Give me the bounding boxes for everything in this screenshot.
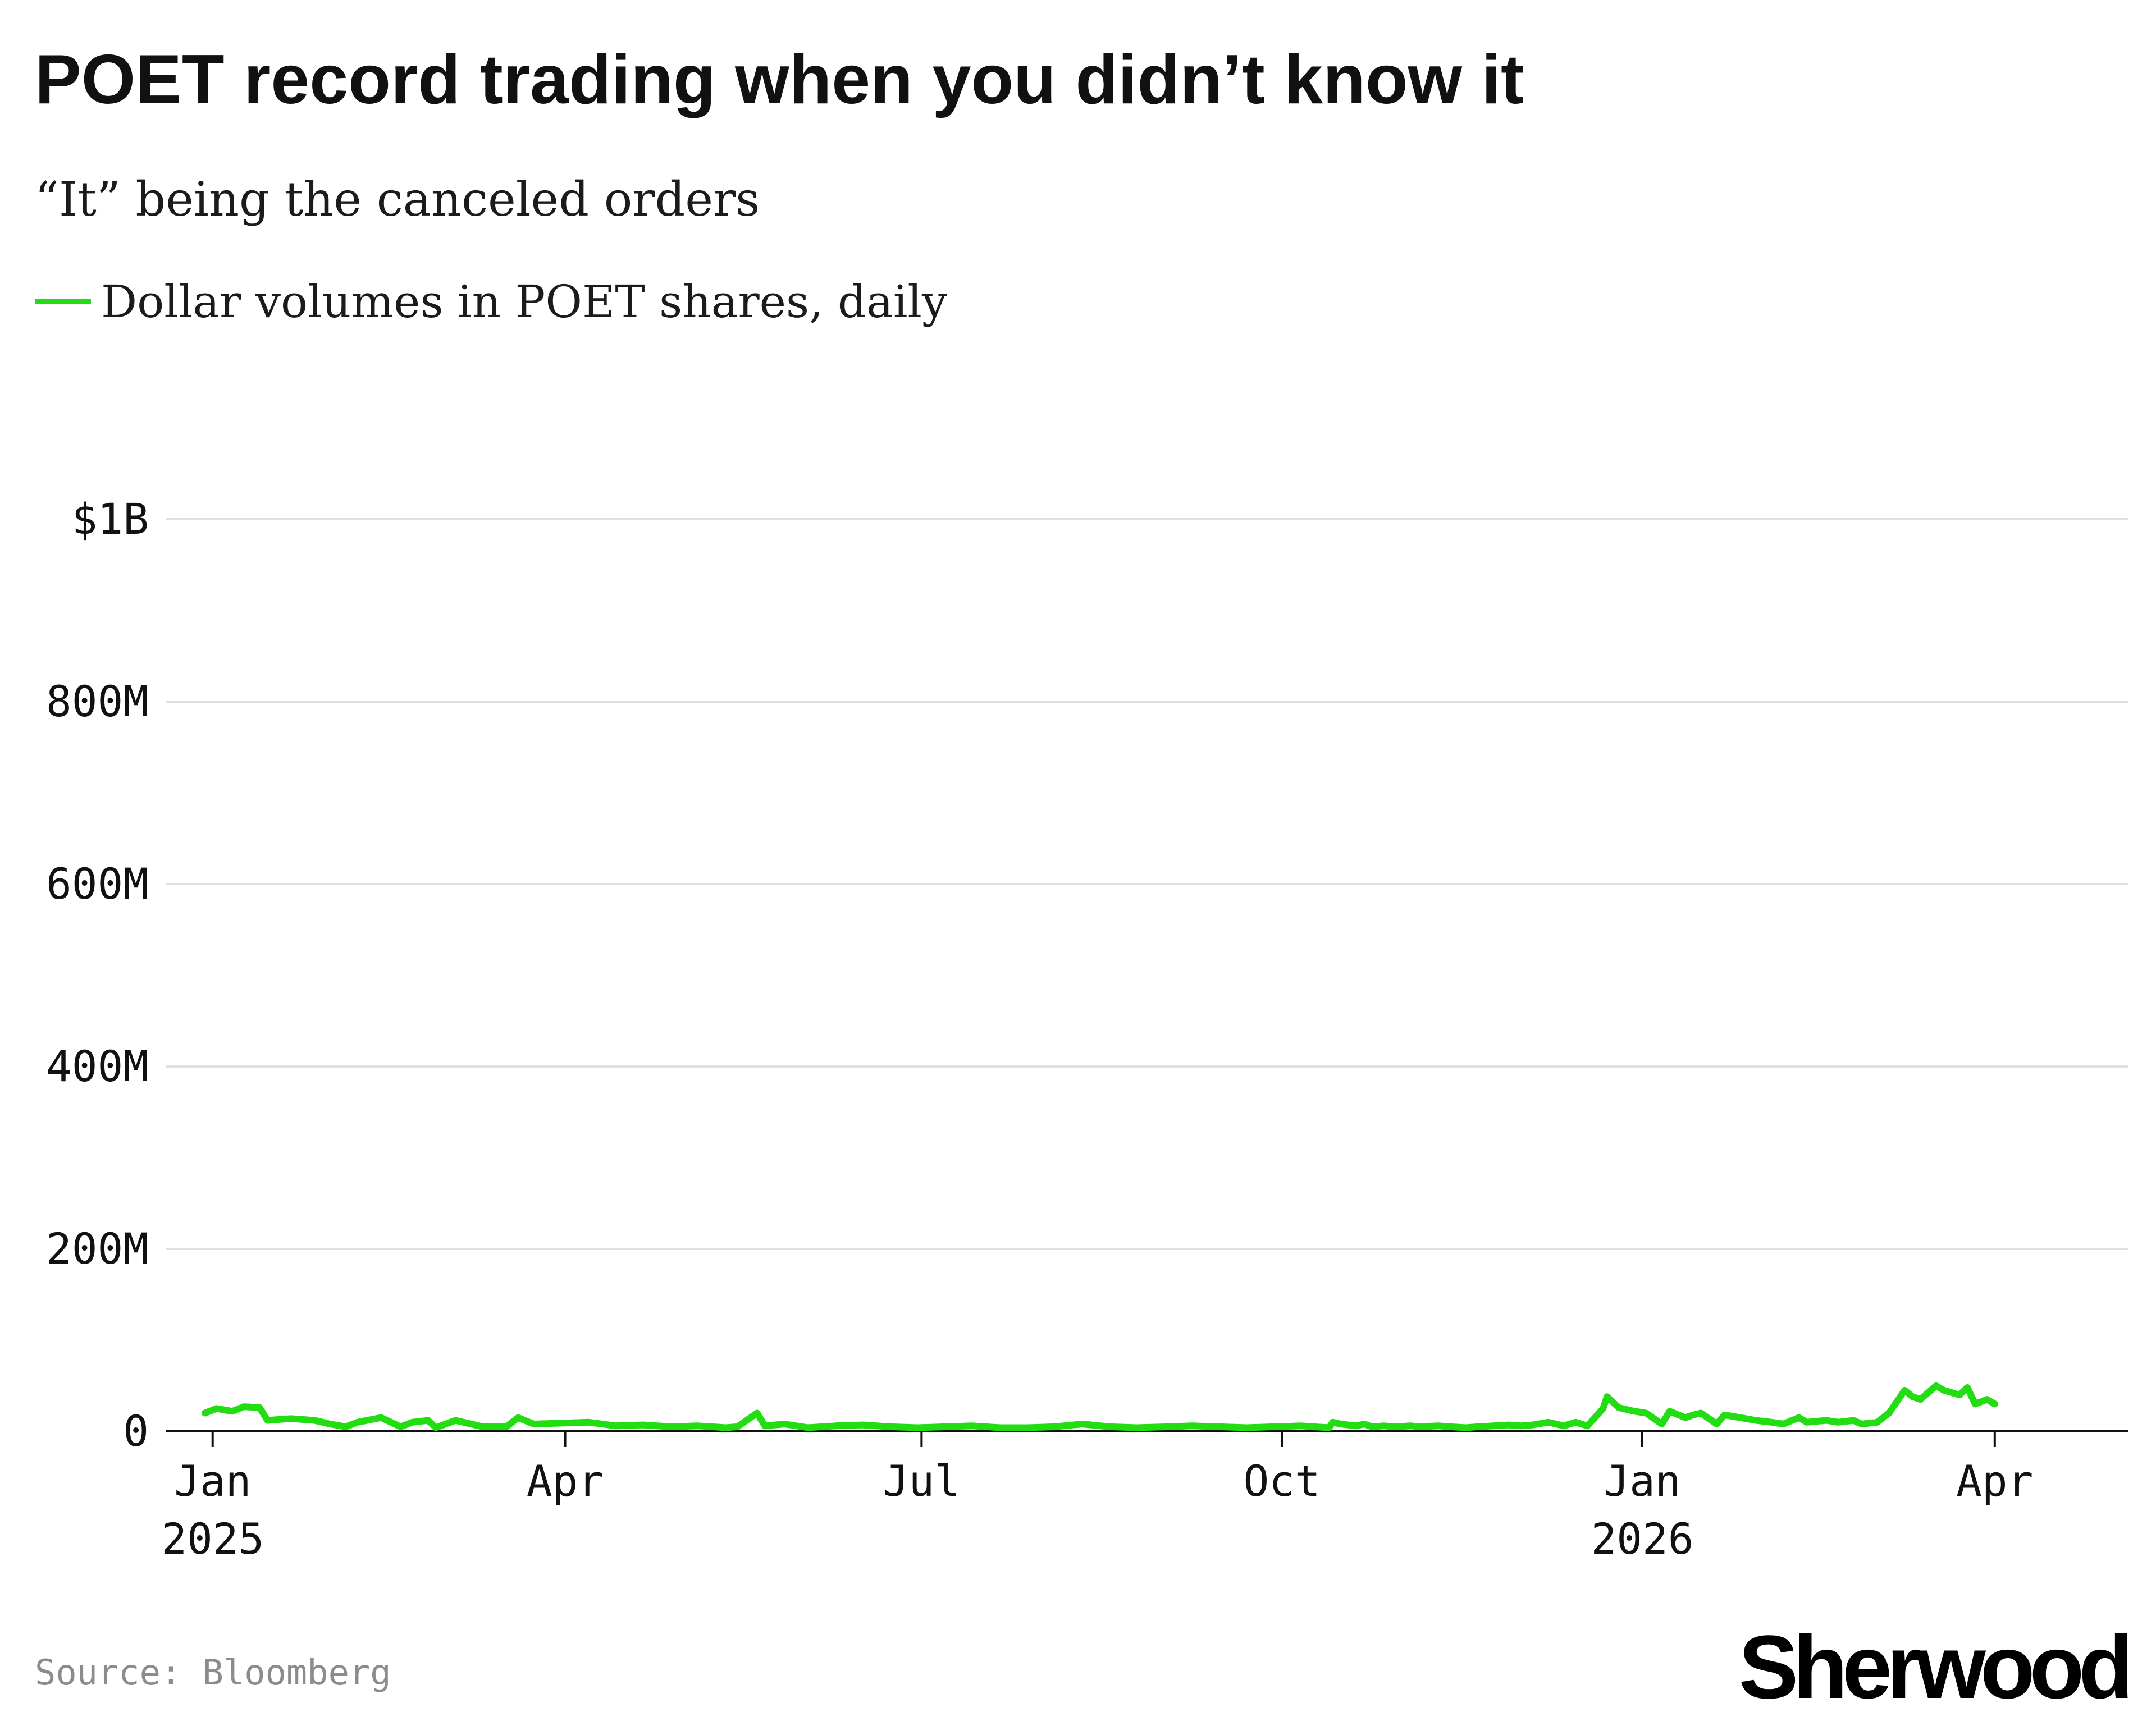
chart-title: POET record trading when you didn’t know… [35,41,1524,118]
y-tick-label: $1B [72,494,149,544]
y-axis-labels: 0 200M 400M 600M 800M $1B [46,494,149,1456]
chart-subtitle: “It” being the canceled orders [35,172,760,227]
y-tick-label: 600M [46,859,149,909]
x-tick-label: Jan [174,1456,251,1506]
x-tick-year-label: 2025 [161,1514,264,1564]
y-tick-label: 200M [46,1224,149,1274]
legend-label: Dollar volumes in POET shares, daily [101,275,948,328]
y-tick-label: 0 [123,1406,149,1456]
x-tick-label: Jan [1604,1456,1680,1506]
y-tick-label: 800M [46,676,149,726]
y-tick-label: 400M [46,1041,149,1091]
legend: Dollar volumes in POET shares, daily [35,271,947,332]
source-note: Source: Bloomberg [35,1652,391,1693]
sherwood-logo: Sherwood [1738,1617,2134,1717]
x-axis-labels: Jan 2025 Apr Jul Oct Jan 2026 Apr [161,1431,2033,1564]
x-tick-label: Apr [527,1456,604,1506]
legend-swatch [35,299,91,304]
x-tick-label: Jul [883,1456,960,1506]
grid-layer [166,518,2128,1250]
x-tick-label: Oct [1244,1456,1321,1506]
series-line-poet-dollar-volume [201,1382,1998,1431]
x-tick-label: Apr [1956,1456,2033,1506]
x-tick-year-label: 2026 [1591,1514,1693,1564]
